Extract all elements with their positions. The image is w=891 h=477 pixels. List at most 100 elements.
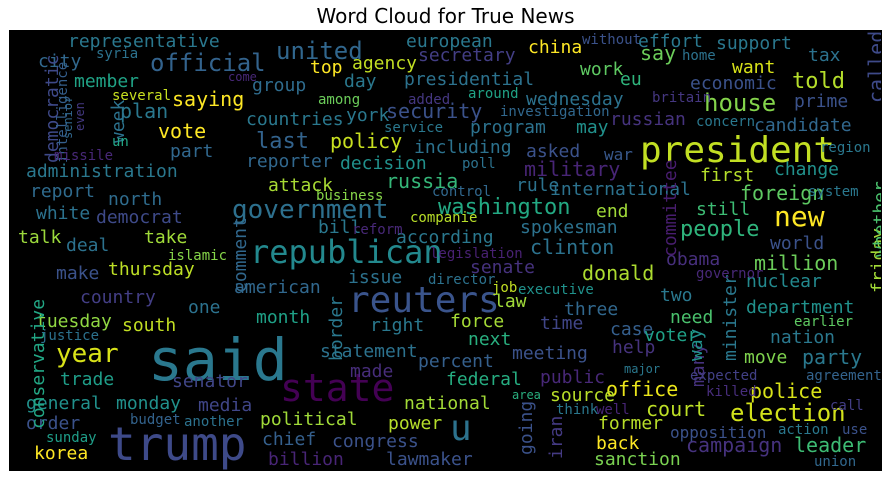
- word-sunday: sunday: [46, 430, 97, 446]
- word-bill: bill: [318, 217, 362, 238]
- word-source: source: [550, 385, 616, 406]
- word-make: make: [56, 263, 100, 284]
- word-director: director: [428, 272, 496, 288]
- word-party: party: [802, 345, 863, 369]
- word-political: political: [260, 409, 358, 430]
- word-statement: statement: [320, 341, 418, 362]
- word-killed: killed: [706, 384, 757, 400]
- word-voter: voter: [644, 325, 699, 346]
- word-rule: rule: [516, 175, 560, 196]
- word-foreign: foreign: [740, 181, 825, 205]
- word-region: region: [820, 140, 871, 156]
- word-legislation: legislation: [430, 246, 523, 262]
- word-deal: deal: [66, 235, 110, 256]
- word-trade: trade: [60, 369, 115, 390]
- word-senator: senator: [172, 371, 248, 392]
- word-three: three: [564, 299, 619, 320]
- word-economic: economic: [690, 73, 777, 94]
- word-month: month: [256, 307, 311, 328]
- word-come: come: [228, 70, 257, 84]
- word-investigation: investigation: [500, 104, 610, 120]
- word-executive: executive: [518, 282, 594, 298]
- word-world: world: [770, 233, 825, 254]
- word-media: media: [198, 395, 253, 416]
- word-said: said: [148, 326, 288, 394]
- word-take: take: [144, 227, 188, 248]
- word-people: people: [680, 217, 760, 242]
- word-union: union: [814, 454, 857, 470]
- word-tuesday: tuesday: [36, 311, 112, 332]
- word-billion: billion: [268, 449, 344, 470]
- word-south: south: [122, 315, 177, 336]
- word-european: european: [406, 31, 493, 52]
- word-department: department: [746, 297, 855, 318]
- word-russian: russian: [610, 109, 686, 130]
- word-well: well: [596, 402, 630, 418]
- word-chief: chief: [262, 429, 317, 450]
- word-issue: issue: [348, 267, 403, 288]
- word-earlier: earlier: [794, 314, 854, 330]
- chart-title: Word Cloud for True News: [316, 4, 575, 28]
- word-report: report: [30, 181, 96, 202]
- word-iran: iran: [546, 415, 567, 459]
- word-syria: syria: [96, 46, 139, 62]
- word-secretary: secretary: [418, 45, 516, 66]
- word-concern: concern: [696, 114, 756, 130]
- word-international: international: [550, 179, 691, 200]
- word-end: end: [596, 201, 629, 222]
- word-need: need: [670, 307, 714, 328]
- word-major: major: [624, 362, 661, 376]
- word-washington: washington: [438, 195, 571, 220]
- word-clinton: clinton: [530, 235, 615, 259]
- word-saying: saying: [172, 87, 245, 111]
- word-state: state: [280, 366, 395, 410]
- word-around: around: [468, 86, 519, 102]
- word-nuclear: nuclear: [746, 271, 822, 292]
- word-government: government: [232, 195, 389, 225]
- word-say: say: [640, 41, 677, 65]
- word-work: work: [580, 59, 624, 80]
- word-security: security: [386, 99, 483, 123]
- word-group: group: [252, 75, 307, 96]
- word-russia: russia: [386, 169, 459, 193]
- word-program: program: [470, 117, 546, 138]
- word-police: police: [750, 379, 823, 403]
- word-budget: budget: [130, 412, 181, 428]
- word-system: system: [808, 184, 859, 200]
- word-administration: administration: [26, 161, 178, 182]
- word-according: according: [396, 227, 494, 248]
- word-action: action: [778, 422, 829, 438]
- word-president: president: [640, 130, 836, 171]
- word-added: added: [408, 92, 451, 108]
- word-countries: countries: [246, 109, 344, 130]
- word-reporter: reporter: [246, 151, 333, 172]
- word-called: called: [864, 31, 881, 103]
- word-last: last: [256, 129, 309, 154]
- word-going: going: [516, 400, 537, 455]
- word-presidential: presidential: [404, 69, 535, 90]
- word-governor: governor: [696, 266, 764, 282]
- word-effort: effort: [638, 31, 704, 52]
- word-obama: obama: [666, 249, 721, 270]
- word-justice: justice: [40, 328, 100, 344]
- word-former: former: [598, 413, 664, 434]
- word-area: area: [512, 388, 541, 402]
- word-office: office: [606, 377, 679, 401]
- word-american: american: [234, 277, 321, 298]
- word-york: york: [346, 105, 390, 126]
- word-year: year: [56, 339, 119, 369]
- word-member: member: [74, 71, 140, 92]
- word-election: election: [730, 399, 846, 427]
- word-border: border: [326, 295, 347, 361]
- word-plan: plan: [120, 99, 169, 123]
- word-city: city: [38, 51, 82, 72]
- word-tax: tax: [808, 45, 841, 66]
- word-new: new: [774, 200, 825, 233]
- word-eu: eu: [620, 69, 642, 90]
- word-million: million: [754, 251, 839, 275]
- word-decision: decision: [340, 153, 427, 174]
- word-right: right: [370, 315, 425, 336]
- word-vote: vote: [158, 119, 207, 143]
- word-still: still: [696, 199, 751, 220]
- word-change: change: [774, 159, 840, 180]
